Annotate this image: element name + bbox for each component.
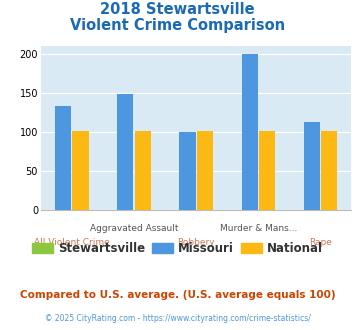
Bar	[179, 132, 196, 210]
Bar	[321, 131, 337, 210]
Text: All Violent Crime: All Violent Crime	[34, 238, 110, 247]
Bar	[197, 131, 213, 210]
Text: Aggravated Assault: Aggravated Assault	[90, 224, 178, 233]
Text: Violent Crime Comparison: Violent Crime Comparison	[70, 18, 285, 33]
Bar	[72, 131, 88, 210]
Text: Compared to U.S. average. (U.S. average equals 100): Compared to U.S. average. (U.S. average …	[20, 290, 335, 300]
Text: Murder & Mans...: Murder & Mans...	[220, 224, 297, 233]
Bar	[241, 54, 258, 210]
Bar	[259, 131, 275, 210]
Text: © 2025 CityRating.com - https://www.cityrating.com/crime-statistics/: © 2025 CityRating.com - https://www.city…	[45, 314, 310, 323]
Bar	[135, 131, 151, 210]
Text: Robbery: Robbery	[178, 238, 215, 247]
Bar	[304, 122, 320, 210]
Legend: Stewartsville, Missouri, National: Stewartsville, Missouri, National	[27, 237, 328, 260]
Bar	[55, 106, 71, 210]
Text: 2018 Stewartsville: 2018 Stewartsville	[100, 2, 255, 16]
Text: Rape: Rape	[309, 238, 332, 247]
Bar	[117, 94, 133, 210]
